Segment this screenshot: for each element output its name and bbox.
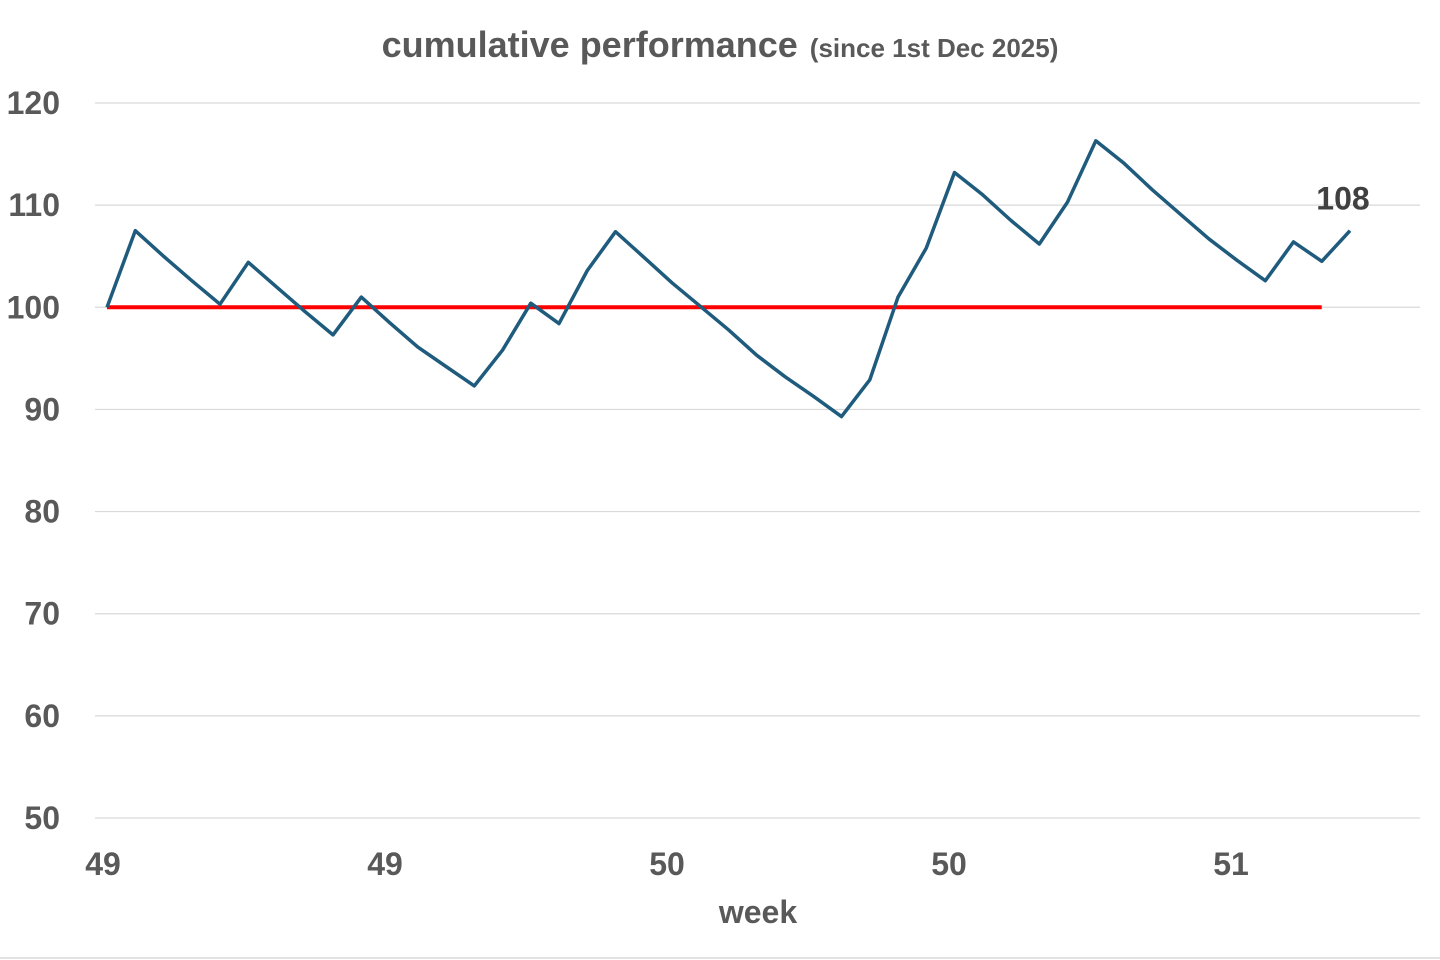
chart-title-text: cumulative performance (since 1st Dec 202… (382, 24, 1059, 65)
y-axis-ticks: 50 60 70 80 90 100 110 120 (7, 85, 60, 836)
y-tick-label: 80 (24, 494, 60, 530)
y-tick-label: 110 (8, 187, 60, 223)
x-tick-label: 50 (649, 846, 685, 882)
y-tick-label: 90 (24, 391, 60, 427)
gridlines (95, 102, 1420, 819)
chart-subtitle: (since 1st Dec 2025) (810, 33, 1059, 63)
x-axis-ticks: 49 49 50 50 51 (85, 846, 1249, 882)
x-axis-title: week (718, 894, 797, 930)
x-tick-label: 49 (367, 846, 403, 882)
x-tick-label: 50 (931, 846, 967, 882)
end-value-label: 108 (1316, 181, 1369, 217)
performance-series-line (105, 139, 1352, 419)
x-tick-label: 49 (85, 846, 121, 882)
chart-title-group: cumulative performance (since 1st Dec 202… (382, 24, 1059, 65)
x-tick-label: 51 (1213, 846, 1249, 882)
series-layer: 108 (105, 139, 1370, 419)
y-tick-label: 60 (24, 698, 60, 734)
y-tick-label: 70 (24, 596, 60, 632)
chart-title: cumulative performance (382, 24, 798, 65)
y-tick-label: 100 (7, 289, 60, 325)
y-tick-label: 120 (7, 85, 60, 121)
y-tick-label: 50 (24, 800, 60, 836)
